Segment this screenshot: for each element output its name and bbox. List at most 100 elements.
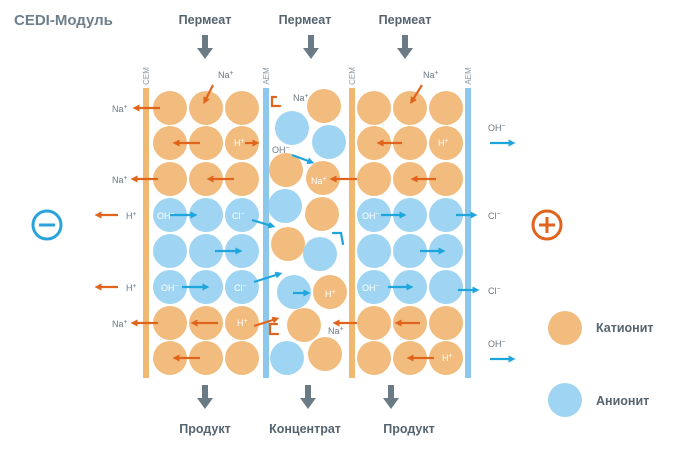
cationite-bead <box>153 162 187 196</box>
resin-beads <box>153 89 463 375</box>
electrodes <box>31 209 563 241</box>
ion-labels: Na+ Na+ H+ H+ Na+ Na+ H+ OH− Cl− OH− Cl− H+ Na+ OH− Na… <box>112 70 506 363</box>
oh-ion-label: OH− <box>362 211 380 221</box>
anionite-bead <box>153 234 187 268</box>
permeate-arrow <box>308 35 314 49</box>
cathode-minus-icon <box>31 209 63 241</box>
cationite-bead <box>269 153 303 187</box>
na-ion-label: Na+ <box>293 93 309 103</box>
product-arrow <box>202 385 208 399</box>
cationite-bead <box>308 337 342 371</box>
anionite-bead <box>303 237 337 271</box>
cl-ion-label: Cl− <box>232 211 245 221</box>
membrane-label: AEM <box>262 67 271 85</box>
anionite-bead <box>429 198 463 232</box>
cationite-bead <box>153 306 187 340</box>
membrane-label: CEM <box>348 67 357 85</box>
product-label-1: Продукт <box>179 422 231 436</box>
cationite-bead <box>306 161 340 195</box>
h-ion-label: H+ <box>325 289 336 299</box>
anionite-bead <box>357 198 391 232</box>
permeate-arrow-head <box>197 48 213 59</box>
hook-arrow <box>270 95 282 108</box>
cationite-bead <box>307 89 341 123</box>
anionite-bead <box>189 198 223 232</box>
anionite-bead <box>357 270 391 304</box>
na-ion-label: Na+ <box>218 70 234 80</box>
cationite-bead <box>357 126 391 160</box>
cationite-bead <box>189 162 223 196</box>
legend-cationite-label: Катионит <box>596 321 654 335</box>
anionite-bead <box>225 198 259 232</box>
permeate-arrow <box>202 35 208 49</box>
ion-arrows <box>94 84 516 363</box>
na-ion-label: Na+ <box>112 104 128 114</box>
oh-ion-label: OH− <box>161 283 179 293</box>
permeate-arrow-head <box>303 48 319 59</box>
membrane-cem <box>143 88 149 378</box>
anionite-bead <box>393 198 427 232</box>
cationite-bead <box>271 227 305 261</box>
h-arrow <box>253 316 280 328</box>
na-arrow <box>203 84 214 105</box>
cationite-bead <box>393 126 427 160</box>
anionite-bead <box>225 270 259 304</box>
cl-ion-label: Cl− <box>488 211 501 221</box>
anionite-bead <box>270 341 304 375</box>
oh-ion-label: OH− <box>488 339 506 349</box>
membrane-aem <box>263 88 269 378</box>
na-ion-label: Na+ <box>112 175 128 185</box>
product-arrow-head <box>383 398 399 409</box>
cationite-bead <box>429 341 463 375</box>
membranes: CEM AEM CEM AEM <box>142 67 473 378</box>
cl-arrow <box>253 271 283 284</box>
h-ion-label: H+ <box>234 138 245 148</box>
anode-plus-icon <box>531 209 563 241</box>
product-label-2: Продукт <box>383 422 435 436</box>
cationite-bead <box>429 91 463 125</box>
na-ion-label: Na+ <box>423 70 439 80</box>
cationite-bead <box>225 162 259 196</box>
oh-arrow <box>291 153 315 165</box>
cationite-bead <box>153 341 187 375</box>
cationite-bead <box>225 126 259 160</box>
h-ion-label: H+ <box>438 138 449 148</box>
membrane-label: CEM <box>142 67 151 85</box>
anionite-bead <box>312 125 346 159</box>
cationite-bead <box>287 308 321 342</box>
membrane-aem <box>465 88 471 378</box>
oh-ion-label: OH− <box>272 145 290 155</box>
diagram-title: CEDI-Модуль <box>14 12 113 29</box>
cationite-bead <box>357 91 391 125</box>
product-arrow <box>388 385 394 399</box>
cationite-bead <box>429 306 463 340</box>
legend-cationite-swatch <box>548 311 582 345</box>
oh-ion-label: OH− <box>157 211 175 221</box>
cationite-bead <box>313 275 347 309</box>
cationite-bead <box>357 306 391 340</box>
cationite-bead <box>189 126 223 160</box>
h-ion-label: H+ <box>126 211 137 221</box>
concentrate-arrow <box>305 385 311 399</box>
membrane-label: AEM <box>464 67 473 85</box>
cationite-bead <box>225 306 259 340</box>
hook-arrow <box>268 322 280 336</box>
product-arrow-head <box>197 398 213 409</box>
cationite-bead <box>429 126 463 160</box>
na-ion-label: Na+ <box>328 326 344 336</box>
concentrate-label: Концентрат <box>269 422 341 436</box>
anionite-bead <box>275 111 309 145</box>
permeate-label-2: Пермеат <box>278 13 332 27</box>
concentrate-arrow-head <box>300 398 316 409</box>
h-ion-label: H+ <box>237 318 248 328</box>
cationite-bead <box>429 162 463 196</box>
cl-arrow <box>251 218 276 229</box>
cationite-bead <box>357 162 391 196</box>
na-ion-label: Na+ <box>112 319 128 329</box>
permeate-arrow <box>402 35 408 49</box>
anionite-bead <box>153 270 187 304</box>
cationite-bead <box>393 91 427 125</box>
anionite-bead <box>393 234 427 268</box>
